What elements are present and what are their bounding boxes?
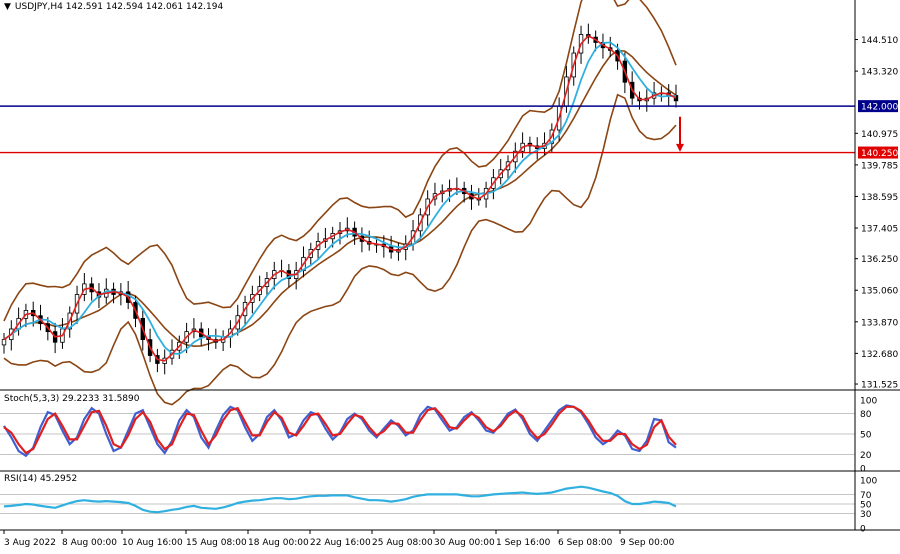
indicator-tick-label: 20 <box>860 451 872 461</box>
price-tag <box>858 146 898 159</box>
indicator-tick-label: 80 <box>860 410 872 420</box>
indicator-line <box>3 485 677 514</box>
ohlc-values: 142.591 142.594 142.061 142.194 <box>65 2 224 12</box>
stoch-title: Stoch(5,3,3) 29.2233 31.5890 <box>4 394 140 404</box>
time-tick-label: 25 Aug 08:00 <box>372 538 433 548</box>
time-tick-label: 3 Aug 2022 <box>4 538 56 548</box>
time-tick-label: 18 Aug 00:00 <box>248 538 309 548</box>
time-tick-label: 9 Sep 00:00 <box>620 538 675 548</box>
price-tick-label: 140.975 <box>861 130 898 140</box>
time-tick-label: 10 Aug 16:00 <box>122 538 183 548</box>
time-tick-label: 6 Sep 08:00 <box>558 538 613 548</box>
horizontal-levels[interactable] <box>0 105 855 154</box>
price-tick-label: 144.510 <box>861 36 898 46</box>
price-tick-label: 131.525 <box>861 381 898 391</box>
down-arrow-icon <box>676 116 684 152</box>
indicator-tick-label: 50 <box>860 501 872 511</box>
upper-band <box>3 0 677 322</box>
bollinger-bands <box>3 0 677 406</box>
time-tick-label: 8 Aug 00:00 <box>62 538 117 548</box>
price-axis: 144.510 143.320 142.000 140.975 140.250 139.7… <box>855 36 898 391</box>
price-tick-label: 139.785 <box>861 161 898 171</box>
price-tag <box>858 100 898 113</box>
stochastic-panel: 100 80 50 20 0 <box>0 397 877 475</box>
time-tick-label: 15 Aug 08:00 <box>186 538 247 548</box>
indicator-tick-label: 100 <box>860 477 877 487</box>
indicator-tick-label: 50 <box>860 431 872 441</box>
price-tick-label: 138.595 <box>861 193 898 203</box>
price-tick-label: 137.405 <box>861 225 898 235</box>
indicator-line <box>3 405 677 455</box>
indicator-tick-label: 0 <box>860 465 866 475</box>
indicator-tick-label: 30 <box>860 510 872 520</box>
time-tick-label: 22 Aug 16:00 <box>310 538 371 548</box>
price-tick-label: 143.320 <box>861 68 898 78</box>
arrow-head <box>676 143 684 152</box>
indicator-tick-label: 70 <box>860 491 872 501</box>
price-tick-label: 140.250 <box>861 149 898 159</box>
price-tick-label: 142.000 <box>861 103 898 113</box>
indicator-line <box>3 404 677 458</box>
indicator-tick-label: 100 <box>860 397 877 407</box>
chart-header: ▼ USDJPY,H4 142.591 142.594 142.061 142.1… <box>4 2 223 12</box>
price-tick-label: 135.060 <box>861 287 898 297</box>
candle-body <box>1 339 7 346</box>
lower-band <box>3 93 677 406</box>
moving-averages <box>3 34 677 362</box>
middle-band <box>3 49 677 348</box>
rsi-panel: 1007050300 <box>0 477 877 535</box>
fast-ma <box>3 34 677 362</box>
time-tick-label: 1 Sep 16:00 <box>496 538 551 548</box>
dropdown-triangle-icon[interactable]: ▼ <box>4 2 11 12</box>
symbol-label: USDJPY,H4 <box>14 2 63 12</box>
rsi-title: RSI(14) 45.2952 <box>4 474 78 484</box>
price-tick-label: 132.680 <box>861 350 898 360</box>
time-tick-label: 30 Aug 00:00 <box>434 538 495 548</box>
price-tick-label: 133.870 <box>861 318 898 328</box>
price-tick-label: 136.250 <box>861 255 898 265</box>
time-axis: 3 Aug 2022 8 Aug 00:00 10 Aug 16:00 15 Aug … <box>3 530 675 548</box>
chart-frame <box>0 0 900 531</box>
